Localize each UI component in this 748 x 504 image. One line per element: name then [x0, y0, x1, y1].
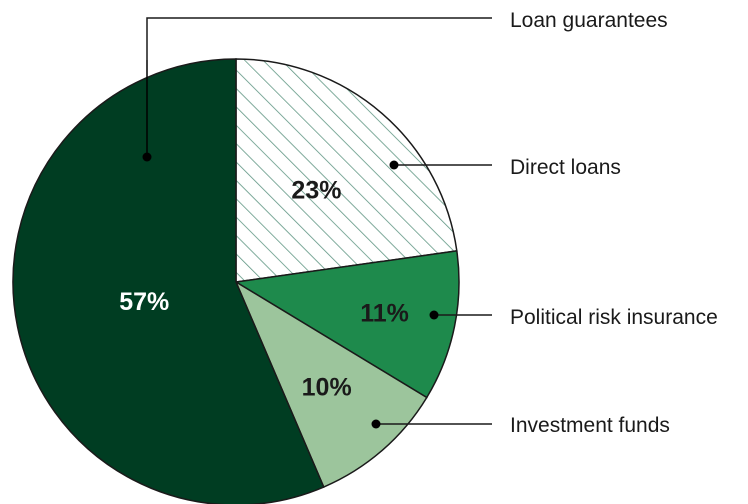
labels-layer: 23% 11% 10% 57% Loan guarantees Direct loans P… — [119, 9, 718, 437]
leader-lines-layer — [142, 17, 492, 429]
slice-value-label-investment-funds: 10% — [302, 373, 352, 401]
leader-dot-investment-funds — [371, 419, 381, 429]
leader-dot-political-risk-insurance — [429, 310, 439, 320]
slices-layer — [12, 58, 460, 504]
pie-slice-direct-loans — [235, 58, 458, 283]
slice-value-label-loan-guarantees: 57% — [119, 288, 169, 316]
category-label-loan-guarantees: Loan guarantees — [510, 9, 668, 32]
category-label-political-risk-insurance: Political risk insurance — [510, 306, 718, 329]
leader-line-outer-loan-guarantees — [146, 17, 492, 60]
slice-value-label-political-risk-insurance: 11% — [360, 299, 409, 327]
leader-dot-loan-guarantees — [142, 152, 152, 162]
category-label-direct-loans: Direct loans — [510, 156, 621, 179]
pie-slice-political-risk-insurance — [233, 250, 460, 399]
pie-slice-investment-funds — [234, 280, 428, 489]
slice-value-label-direct-loans: 23% — [291, 176, 341, 204]
leader-dot-direct-loans — [389, 160, 399, 170]
category-label-investment-funds: Investment funds — [510, 414, 670, 437]
